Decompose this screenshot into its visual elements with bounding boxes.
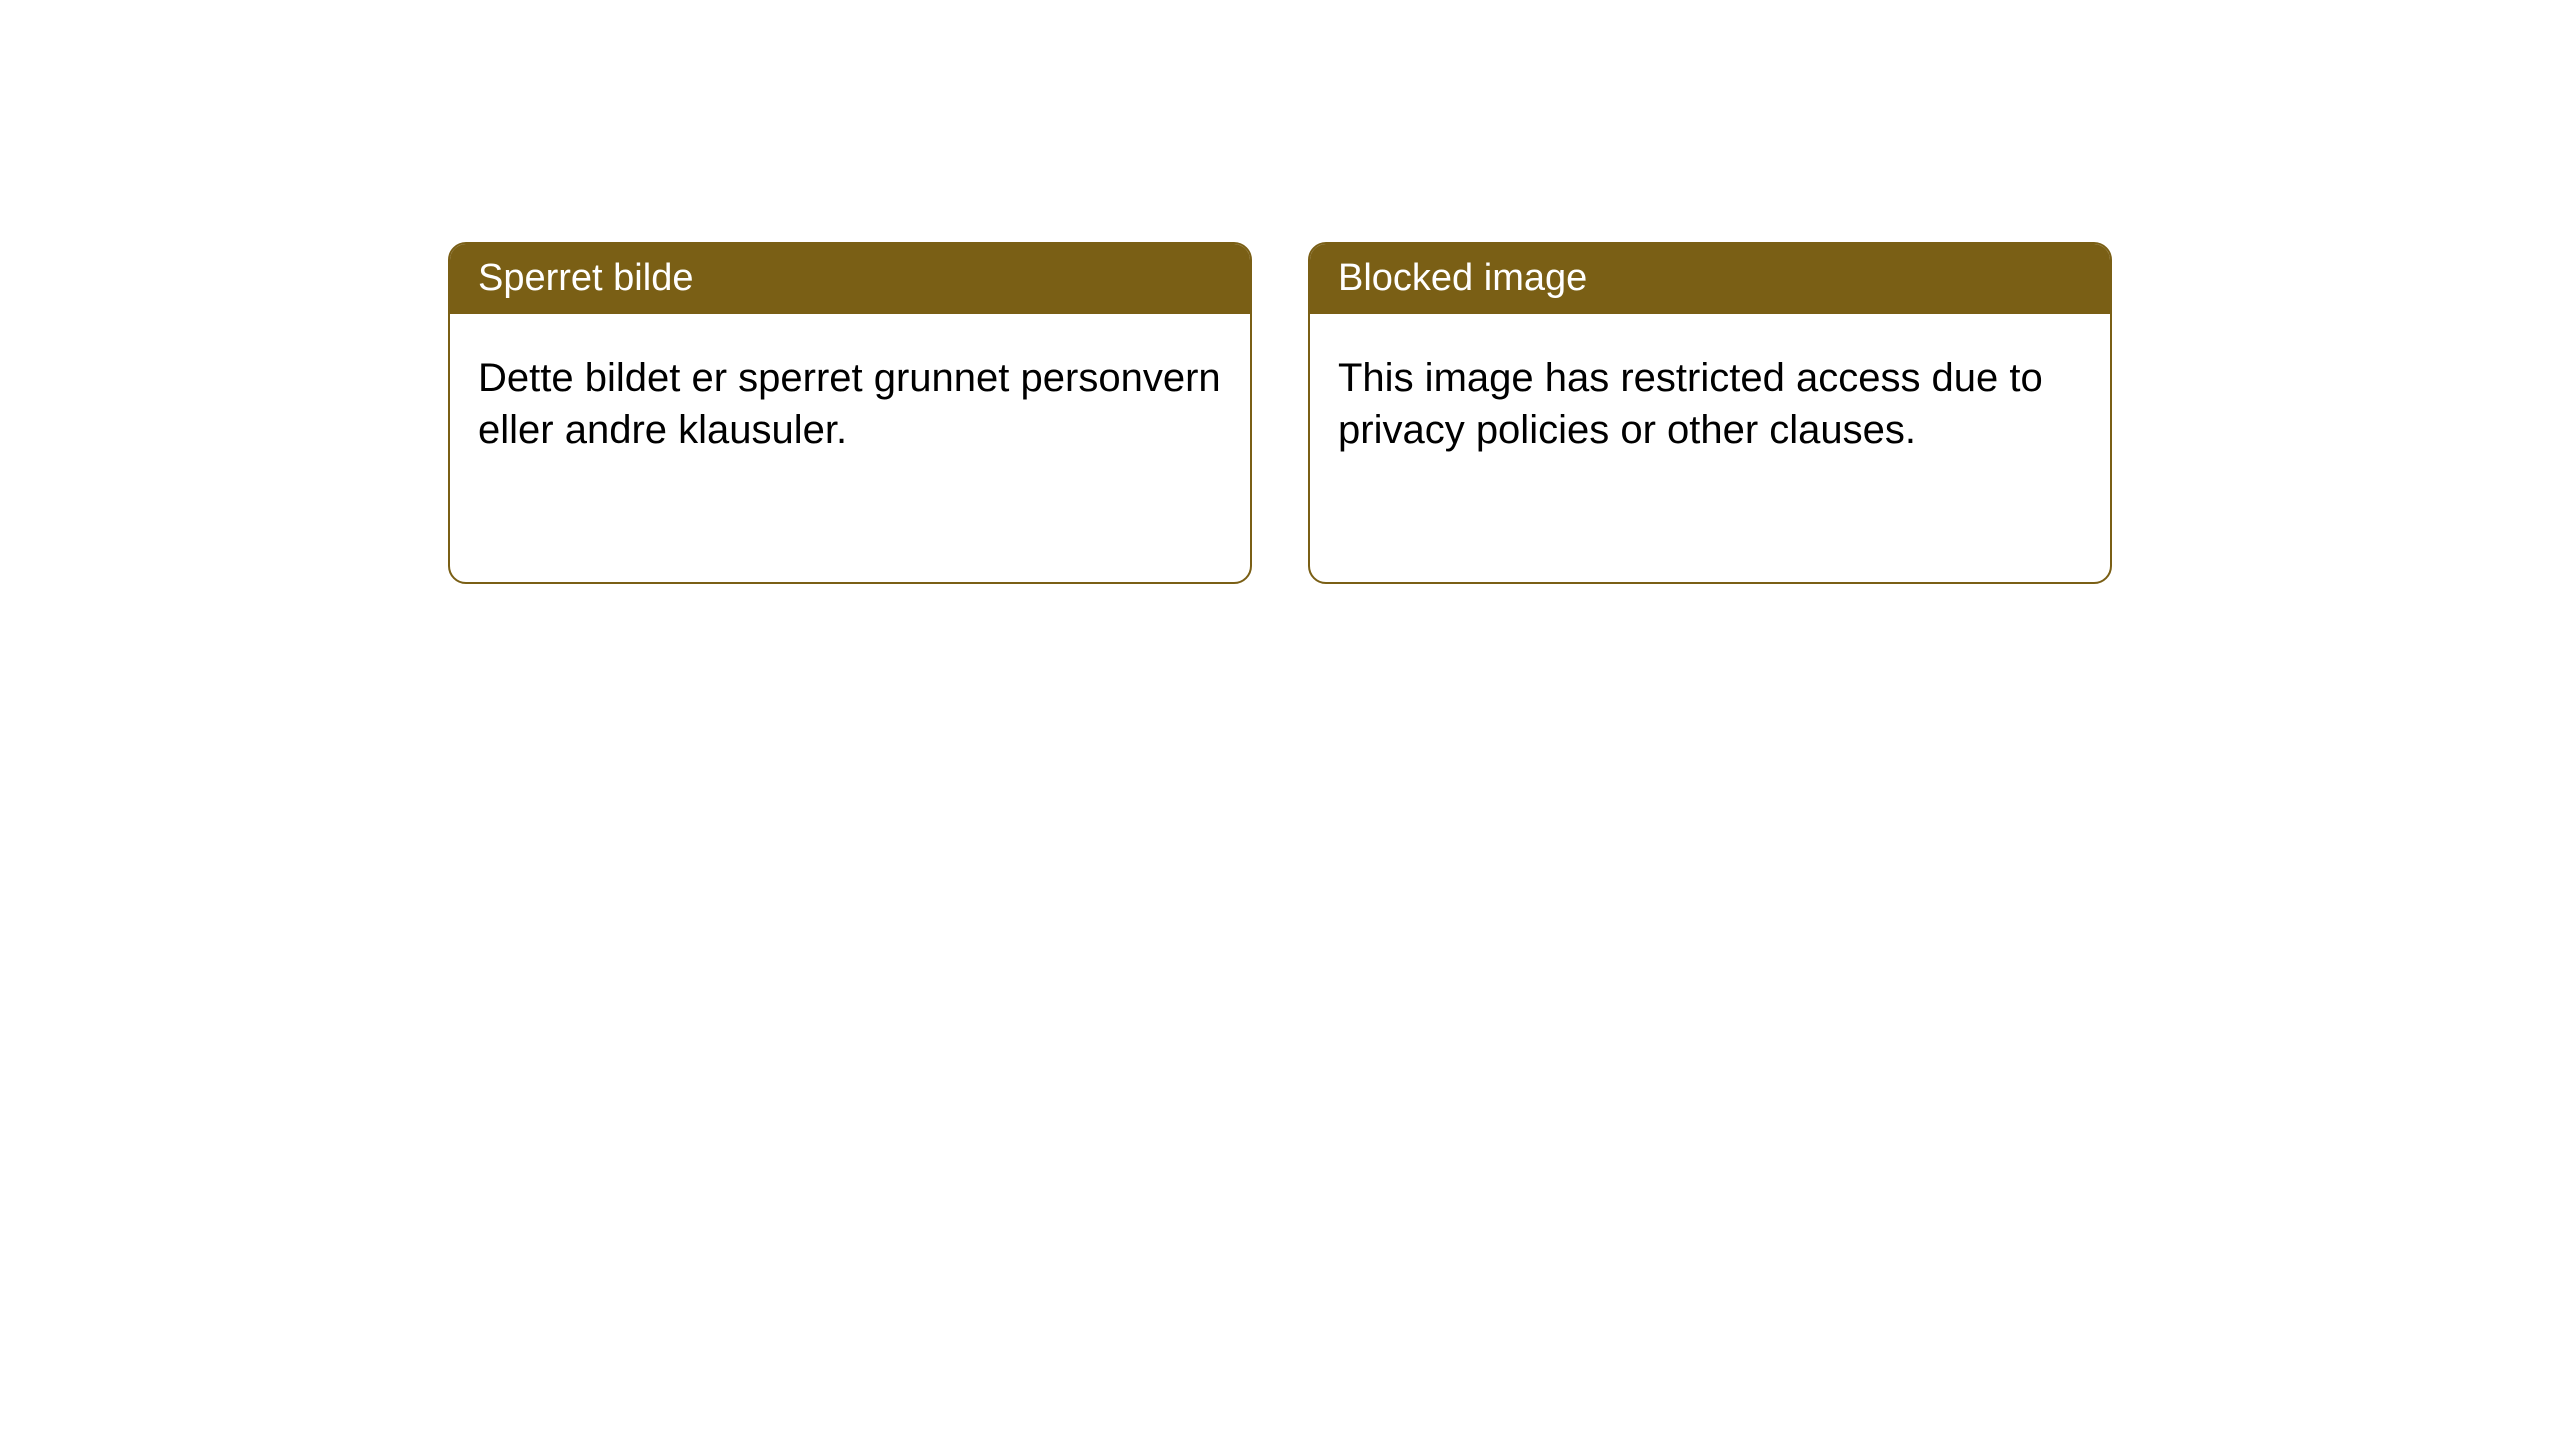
notice-header: Sperret bilde: [450, 244, 1250, 314]
notice-container: Sperret bilde Dette bildet er sperret gr…: [448, 242, 2560, 584]
notice-body: Dette bildet er sperret grunnet personve…: [450, 314, 1250, 582]
notice-body: This image has restricted access due to …: [1310, 314, 2110, 582]
notice-header: Blocked image: [1310, 244, 2110, 314]
notice-card-norwegian: Sperret bilde Dette bildet er sperret gr…: [448, 242, 1252, 584]
notice-card-english: Blocked image This image has restricted …: [1308, 242, 2112, 584]
